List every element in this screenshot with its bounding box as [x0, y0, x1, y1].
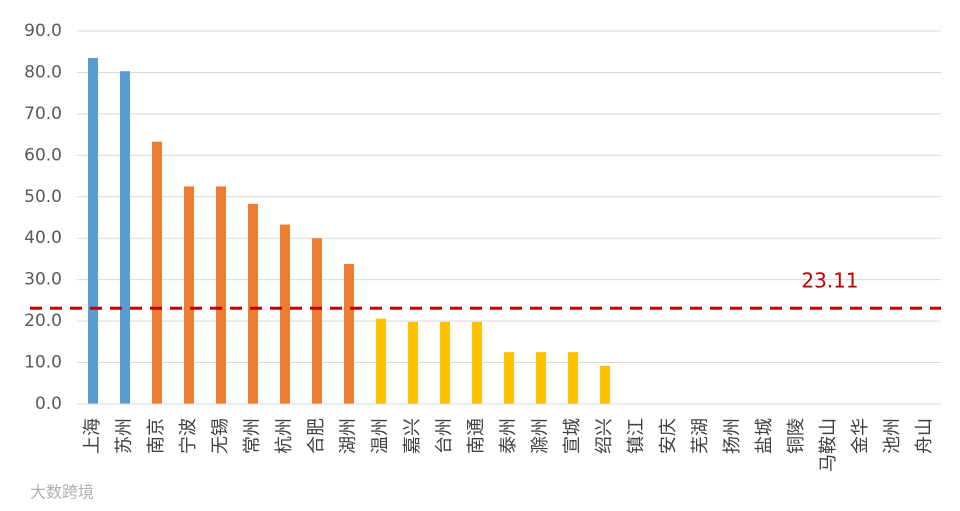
bar	[152, 141, 162, 404]
bar	[408, 321, 418, 404]
bar	[280, 224, 290, 404]
x-tick-label: 绍兴	[594, 418, 615, 454]
x-tick-label: 盐城	[754, 418, 775, 454]
x-tick-label: 金华	[850, 418, 871, 454]
x-tick-label: 舟山	[914, 418, 935, 454]
watermark: 大数跨境	[30, 483, 94, 502]
x-tick-label: 南通	[466, 418, 487, 454]
x-tick-label: 铜陵	[786, 418, 807, 454]
bar	[344, 263, 354, 404]
y-tick-label: 40.0	[24, 228, 62, 248]
x-tick-label: 泰州	[498, 418, 519, 454]
x-tick-label: 无锡	[210, 418, 231, 454]
x-tick-label: 嘉兴	[402, 418, 423, 454]
x-tick-label: 安庆	[658, 418, 679, 454]
bar	[600, 365, 610, 404]
y-tick-label: 60.0	[24, 145, 62, 165]
x-tick-label: 滁州	[530, 418, 551, 454]
bar	[248, 203, 258, 404]
bar	[376, 318, 386, 404]
x-tick-label: 湖州	[338, 418, 359, 454]
y-tick-label: 50.0	[24, 187, 62, 207]
bar	[472, 321, 482, 404]
x-tick-label: 台州	[434, 418, 455, 454]
bar	[440, 321, 450, 404]
y-tick-label: 20.0	[24, 311, 62, 331]
x-tick-label: 温州	[370, 418, 391, 454]
x-tick-label: 芜湖	[690, 418, 711, 454]
x-tick-label: 合肥	[306, 418, 327, 454]
y-tick-label: 80.0	[24, 62, 62, 82]
x-tick-label: 池州	[882, 418, 903, 454]
y-tick-label: 10.0	[24, 353, 62, 373]
bar	[504, 352, 514, 404]
x-tick-label: 杭州	[274, 418, 295, 454]
y-tick-label: 30.0	[24, 270, 62, 290]
x-tick-label: 宣城	[562, 418, 583, 454]
x-tick-label: 马鞍山	[818, 418, 839, 472]
x-tick-label: 宁波	[178, 418, 199, 454]
y-tick-label: 90.0	[24, 21, 62, 41]
x-tick-label: 苏州	[114, 418, 135, 454]
bar	[216, 186, 226, 404]
reference-label: 23.11	[801, 269, 858, 293]
y-tick-label: 70.0	[24, 104, 62, 124]
bar	[536, 352, 546, 404]
y-tick-label: 0.0	[35, 394, 62, 414]
bar	[184, 186, 194, 404]
x-tick-label: 常州	[242, 418, 263, 454]
x-tick-label: 扬州	[722, 418, 743, 454]
x-tick-label: 南京	[146, 418, 167, 454]
x-tick-label: 上海	[82, 418, 103, 454]
bar	[568, 352, 578, 404]
bar	[88, 57, 98, 404]
x-tick-label: 镇江	[626, 418, 647, 454]
bar	[312, 238, 322, 404]
bar	[120, 71, 130, 404]
